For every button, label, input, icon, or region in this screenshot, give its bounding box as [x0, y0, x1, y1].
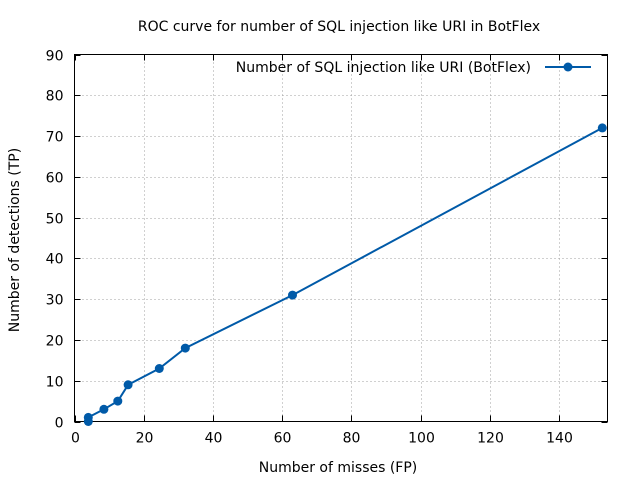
- data-point-0-3: [113, 396, 123, 406]
- data-point-0-5: [154, 364, 164, 373]
- series-layer: [83, 123, 607, 426]
- y-tick-label-1: 10: [46, 375, 64, 391]
- data-point-0-2: [99, 404, 109, 414]
- x-tick-label-0: 0: [71, 431, 80, 447]
- y-tick-label-4: 40: [46, 252, 64, 268]
- data-point-0-7: [288, 290, 297, 300]
- legend-marker: [563, 62, 573, 72]
- x-tick-label-6: 120: [477, 431, 504, 447]
- x-tick-label-1: 20: [136, 431, 154, 447]
- x-tick-label-2: 40: [205, 431, 223, 447]
- grid-lines: [74, 54, 608, 422]
- y-tick-label-3: 30: [46, 293, 64, 309]
- series-line-0: [87, 127, 603, 422]
- x-tick-label-4: 80: [343, 431, 361, 447]
- x-tick-label-3: 60: [274, 431, 292, 447]
- x-tick-label-5: 100: [408, 431, 435, 447]
- axis-ticks: [74, 54, 608, 423]
- y-tick-label-5: 50: [46, 212, 64, 228]
- data-point-0-4: [123, 380, 133, 390]
- y-tick-labels: 0 10 20 30 40 50 60 70 80 90: [46, 49, 64, 432]
- y-axis-label: Number of detections (TP): [7, 148, 23, 332]
- legend-label: Number of SQL injection like URI (BotFle…: [236, 60, 531, 76]
- y-tick-label-9: 90: [46, 49, 64, 65]
- data-point-0-6: [180, 343, 190, 353]
- x-tick-labels: 0 20 40 60 80 100 120 140: [71, 431, 573, 447]
- legend: Number of SQL injection like URI (BotFle…: [236, 60, 591, 76]
- chart-title: ROC curve for number of SQL injection li…: [138, 19, 540, 35]
- y-tick-label-0: 0: [55, 416, 64, 432]
- data-point-0-8: [597, 123, 607, 133]
- y-tick-label-8: 80: [46, 89, 64, 105]
- x-axis-label: Number of misses (FP): [259, 460, 418, 476]
- x-tick-label-7: 140: [546, 431, 573, 447]
- y-tick-label-7: 70: [46, 130, 64, 146]
- plot-border: [74, 54, 608, 422]
- data-point-0-1: [83, 412, 93, 422]
- y-tick-label-2: 20: [46, 334, 64, 350]
- y-tick-label-6: 60: [46, 171, 64, 187]
